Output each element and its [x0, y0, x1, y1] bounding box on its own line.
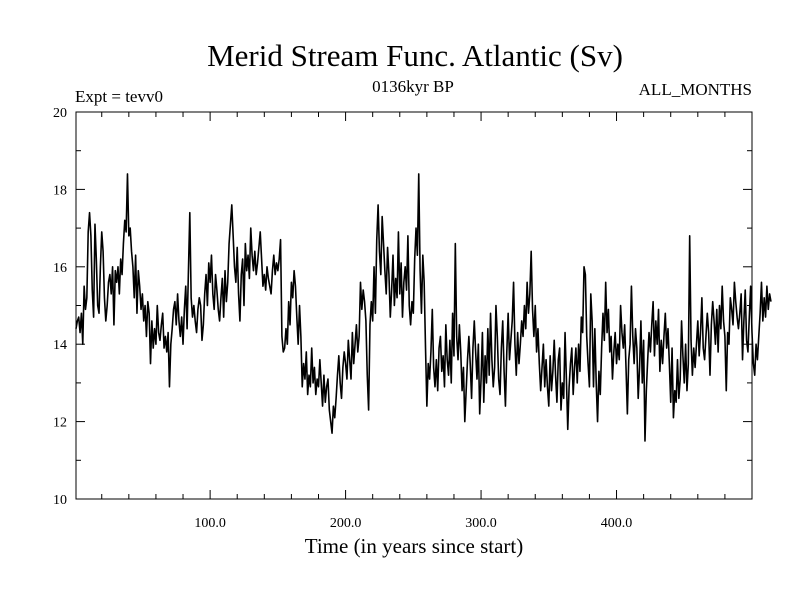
y-tick-label: 20: [53, 106, 67, 121]
x-axis-label: Time (in years since start): [305, 534, 524, 558]
x-tick-label: 200.0: [330, 516, 362, 531]
x-tick-label: 300.0: [465, 516, 497, 531]
x-tick-label: 100.0: [194, 516, 226, 531]
chart-title: Merid Stream Func. Atlantic (Sv): [207, 38, 623, 73]
series-line-0: [75, 173, 772, 442]
y-tick-label: 10: [53, 493, 67, 508]
y-axis: 10 12 14 16 18 20: [53, 106, 752, 508]
y-tick-label: 12: [53, 416, 67, 431]
y-tick-label: 14: [53, 338, 67, 353]
x-axis: 100.0 200.0 300.0 400.0: [101, 112, 726, 531]
x-tick-label: 400.0: [601, 516, 633, 531]
subtitle-left: Expt = tevv0: [75, 87, 163, 106]
subtitle-center: 0136kyr BP: [372, 77, 454, 96]
y-tick-label: 16: [53, 261, 67, 276]
plot-area: [75, 173, 772, 442]
y-tick-label: 18: [53, 183, 67, 198]
subtitle-right: ALL_MONTHS: [639, 80, 752, 99]
